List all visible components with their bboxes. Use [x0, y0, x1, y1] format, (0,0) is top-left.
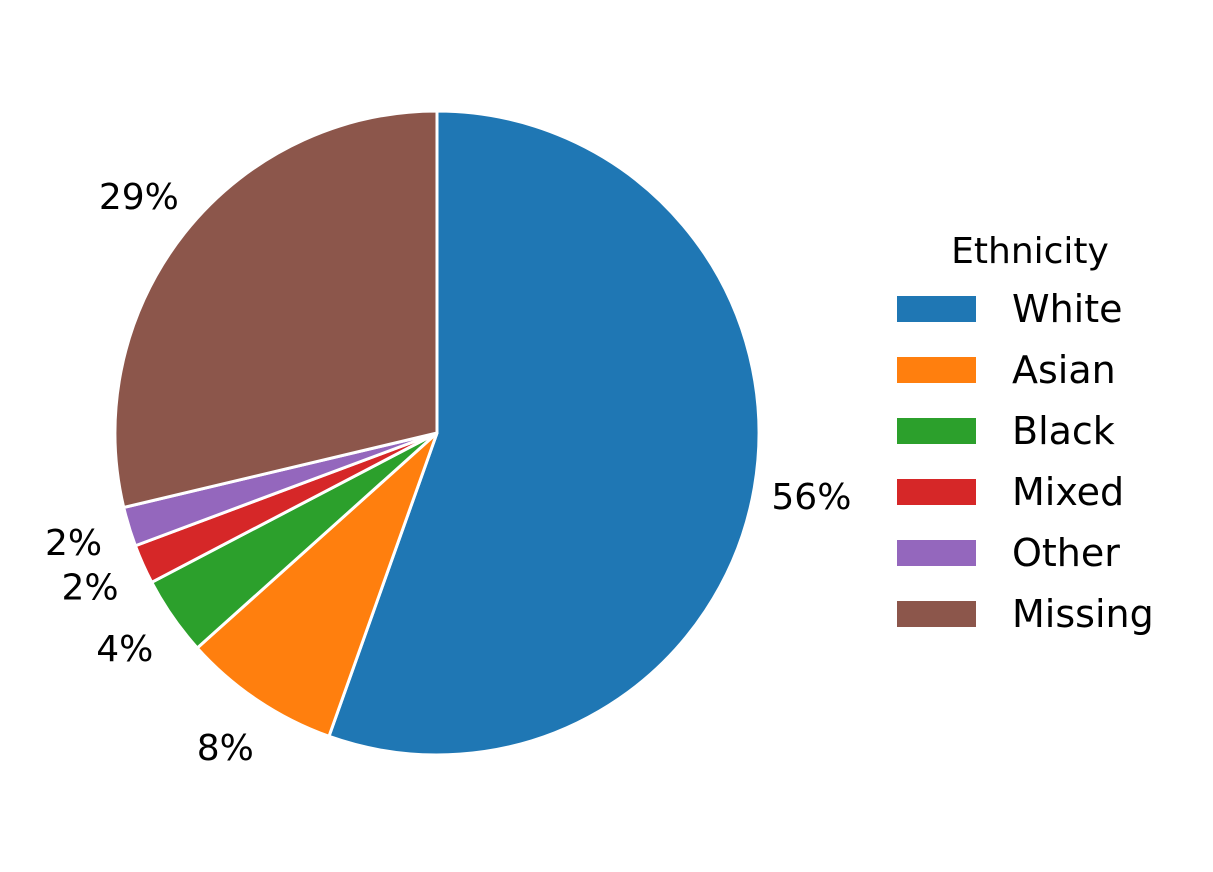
pie-slice-missing: [113, 109, 439, 509]
percent-label-asian: 8%: [197, 728, 254, 769]
legend-label-other: Other: [1012, 531, 1120, 575]
percent-label-other: 2%: [45, 523, 102, 564]
legend-swatch-missing: [897, 601, 976, 627]
legend: Ethnicity White Asian Black Mixed Other Missi…: [897, 231, 1154, 636]
legend-label-white: White: [1012, 287, 1123, 331]
percent-label-missing: 29%: [99, 177, 179, 218]
legend-label-black: Black: [1012, 409, 1115, 453]
legend-label-asian: Asian: [1012, 348, 1116, 392]
legend-label-mixed: Mixed: [1012, 470, 1124, 514]
legend-title: Ethnicity: [951, 231, 1109, 272]
percent-label-mixed: 2%: [61, 567, 118, 608]
legend-swatch-black: [897, 418, 976, 444]
legend-label-missing: Missing: [1012, 592, 1154, 636]
legend-swatch-other: [897, 540, 976, 566]
percent-label-white: 56%: [771, 477, 851, 518]
percent-labels-layer: 56% 8% 4% 2%2% 29%: [45, 177, 851, 769]
legend-swatch-asian: [897, 357, 976, 383]
pie-slice-asian: [195, 431, 439, 738]
percent-label-black: 4%: [96, 629, 153, 670]
pie-slice-white: [327, 109, 761, 757]
slices-layer: [113, 109, 761, 757]
legend-swatch-white: [897, 296, 976, 322]
legend-swatch-mixed: [897, 479, 976, 505]
